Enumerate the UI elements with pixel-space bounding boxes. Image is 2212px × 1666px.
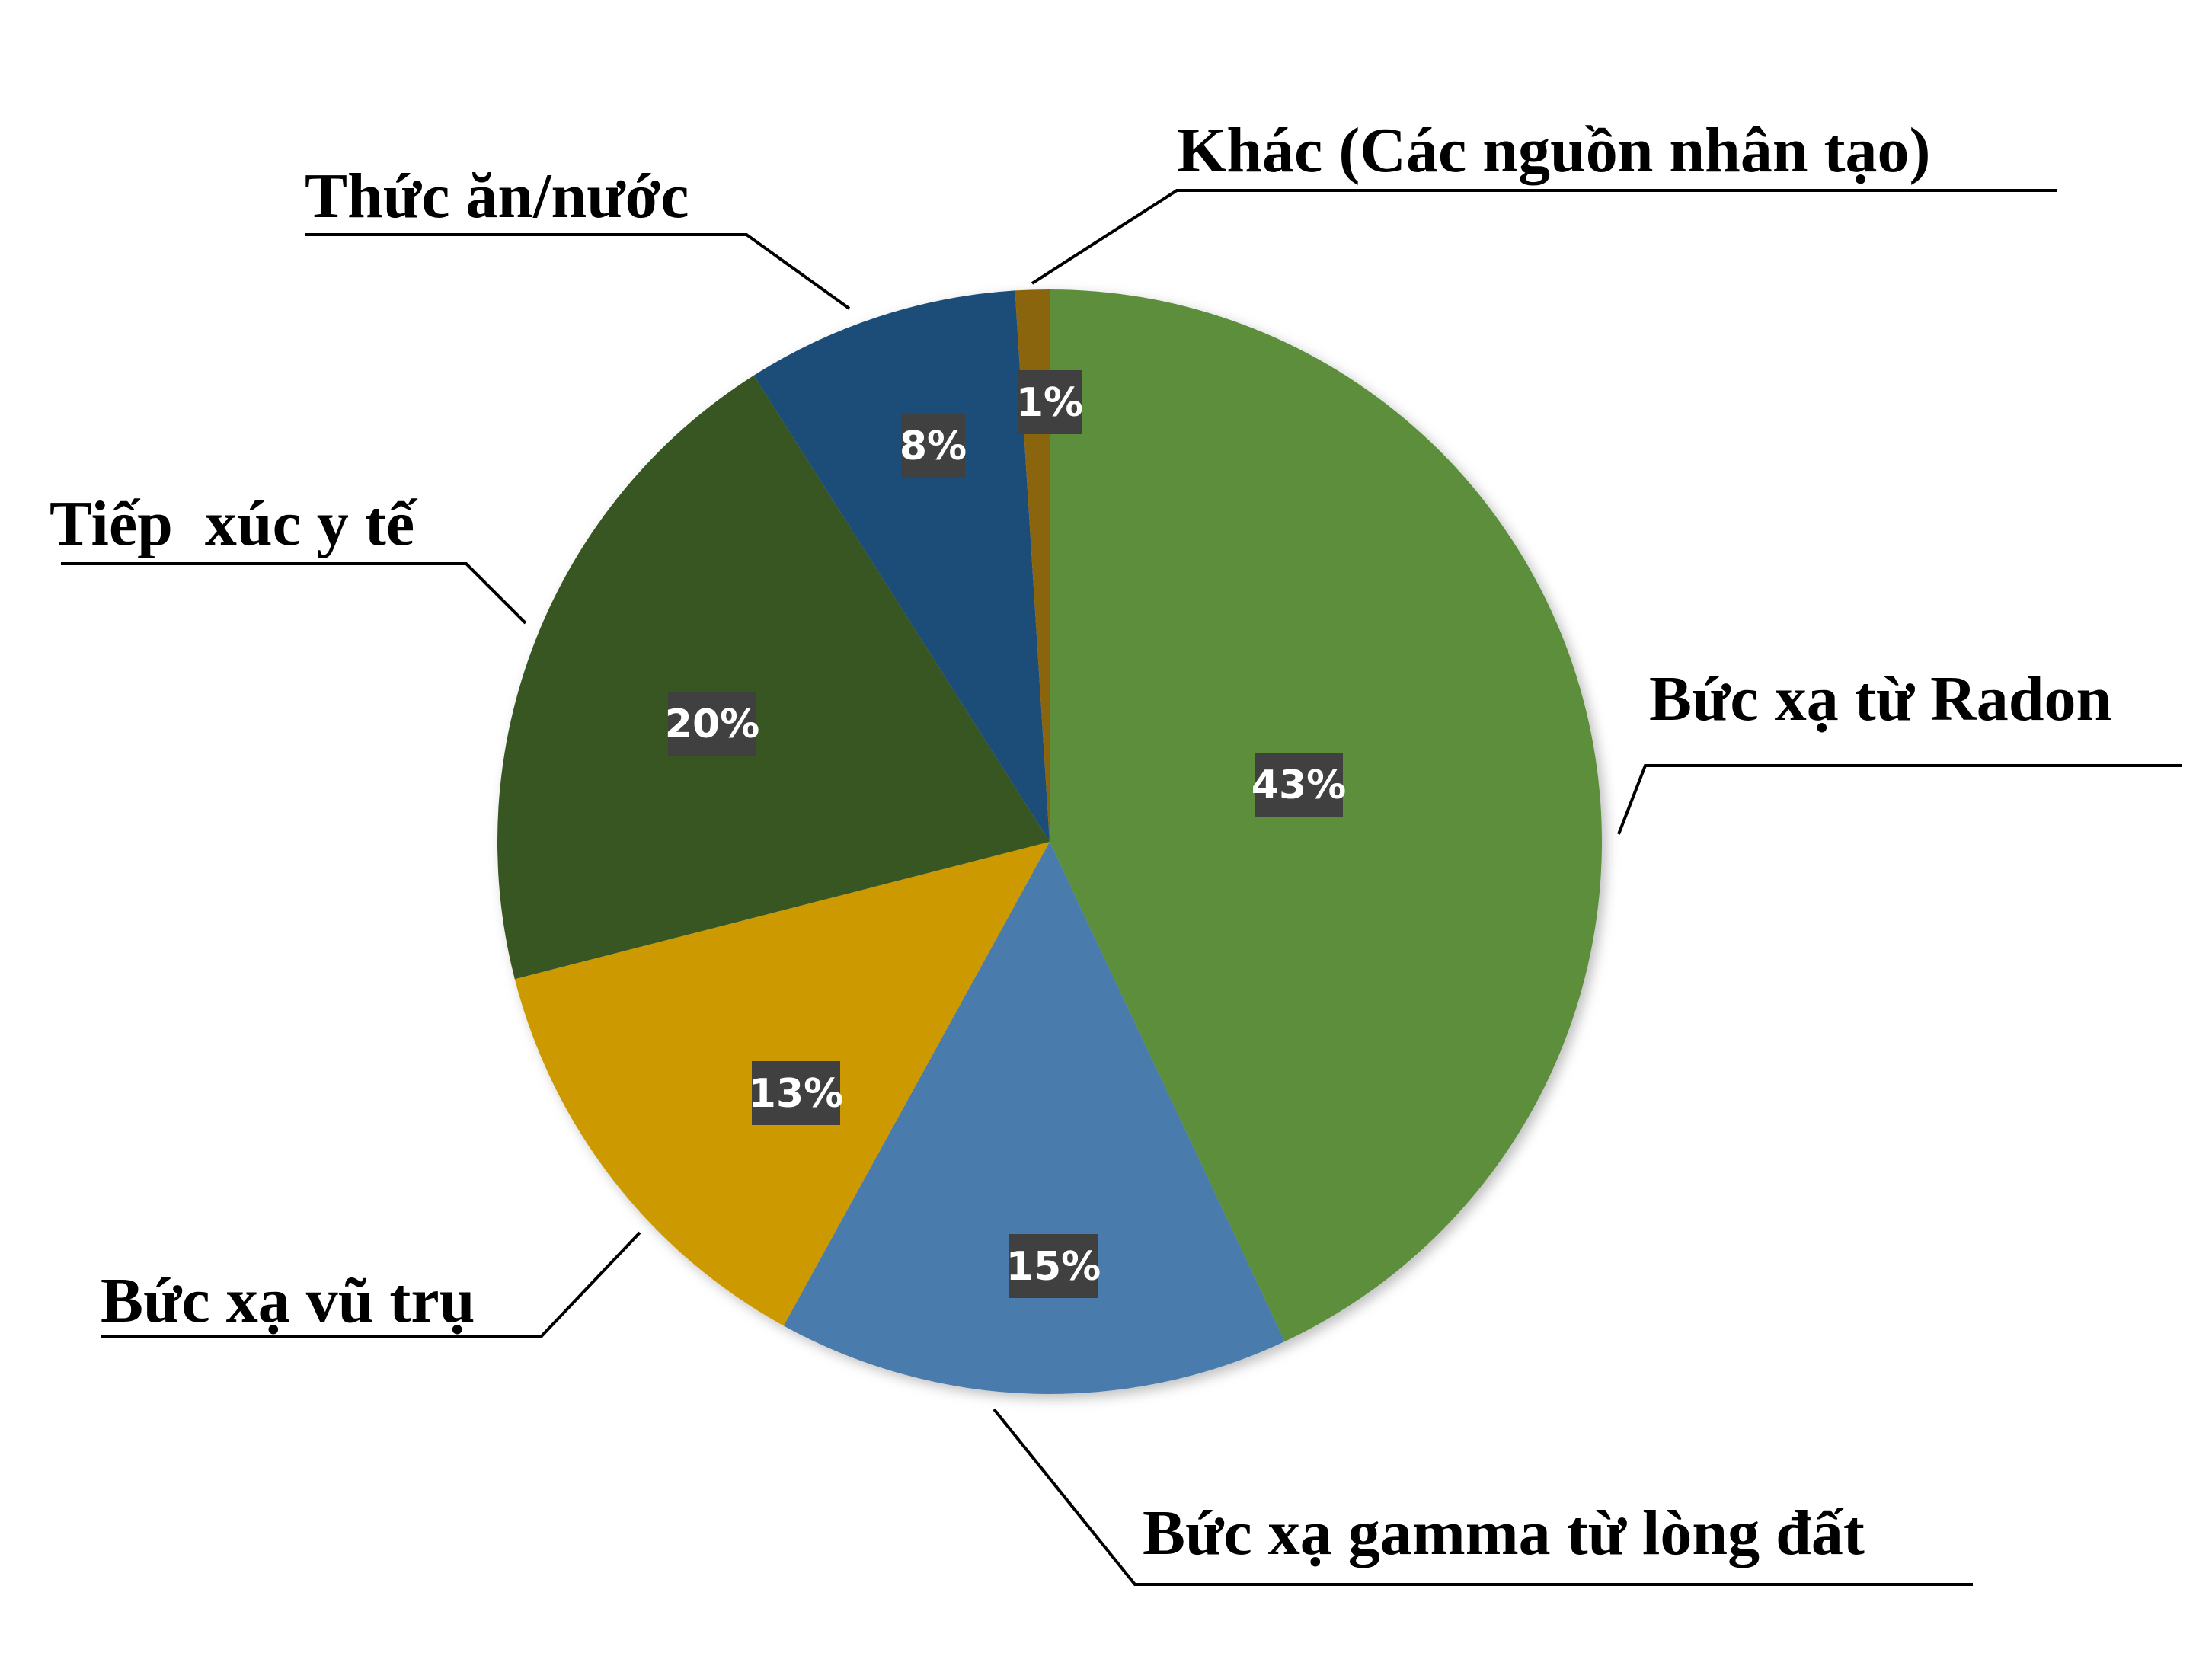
leader-line	[993, 1408, 1973, 1586]
slice-value-label: 1%	[1016, 370, 1083, 434]
pie-slices	[497, 289, 1602, 1394]
slice-value-label: 13%	[749, 1061, 843, 1125]
pie-slice	[753, 290, 1050, 842]
category-labels: Bức xạ từ Radon Bức xạ gamma từ lòng đất B…	[50, 115, 2111, 1568]
leader-line	[1031, 189, 2057, 285]
slice-value-label: 20%	[665, 692, 759, 756]
slice-value-label: 15%	[1006, 1234, 1101, 1298]
pie-slice	[497, 375, 1050, 980]
leader-line	[305, 233, 851, 310]
leader-lines	[61, 189, 2182, 1586]
leader-line	[61, 562, 527, 625]
slice-value-label: 8%	[900, 414, 967, 478]
value-labels: 43% 15% 13% 20% 8% 1%	[665, 370, 1346, 1298]
svg-text:20%: 20%	[665, 702, 759, 747]
svg-text:8%: 8%	[900, 424, 967, 469]
leader-line	[101, 1231, 641, 1338]
slice-value-label: 43%	[1251, 753, 1346, 817]
slice-category-label: Thức ăn/nước	[305, 161, 689, 232]
slice-category-label: Khác (Các nguồn nhân tạo)	[1177, 115, 1931, 186]
svg-text:1%: 1%	[1016, 380, 1083, 426]
svg-text:43%: 43%	[1251, 763, 1346, 808]
slice-category-label: Tiếp xúc y tế	[50, 488, 418, 559]
pie-slice	[783, 842, 1285, 1394]
leader-line	[1617, 764, 2182, 835]
svg-text:15%: 15%	[1006, 1244, 1101, 1290]
svg-text:13%: 13%	[749, 1071, 843, 1117]
slice-category-label: Bức xạ gamma từ lòng đất	[1143, 1498, 1865, 1568]
slice-category-label: Bức xạ từ Radon	[1649, 664, 2111, 734]
slice-category-label: Bức xạ vũ trụ	[101, 1265, 475, 1336]
